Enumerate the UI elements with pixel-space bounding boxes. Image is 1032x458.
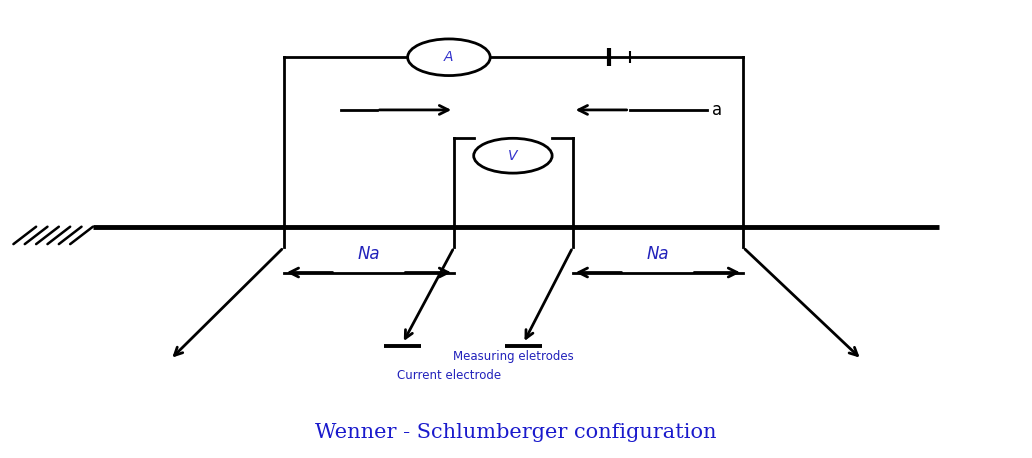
Text: V: V <box>508 149 518 163</box>
Text: Na: Na <box>358 245 380 263</box>
Circle shape <box>408 39 490 76</box>
Text: Current electrode: Current electrode <box>397 369 501 382</box>
Text: a: a <box>712 101 722 119</box>
Text: A: A <box>444 50 454 64</box>
Text: Wenner - Schlumberger configuration: Wenner - Schlumberger configuration <box>315 423 717 442</box>
Circle shape <box>474 138 552 173</box>
Text: Measuring eletrodes: Measuring eletrodes <box>452 350 574 363</box>
Text: Na: Na <box>647 245 669 263</box>
